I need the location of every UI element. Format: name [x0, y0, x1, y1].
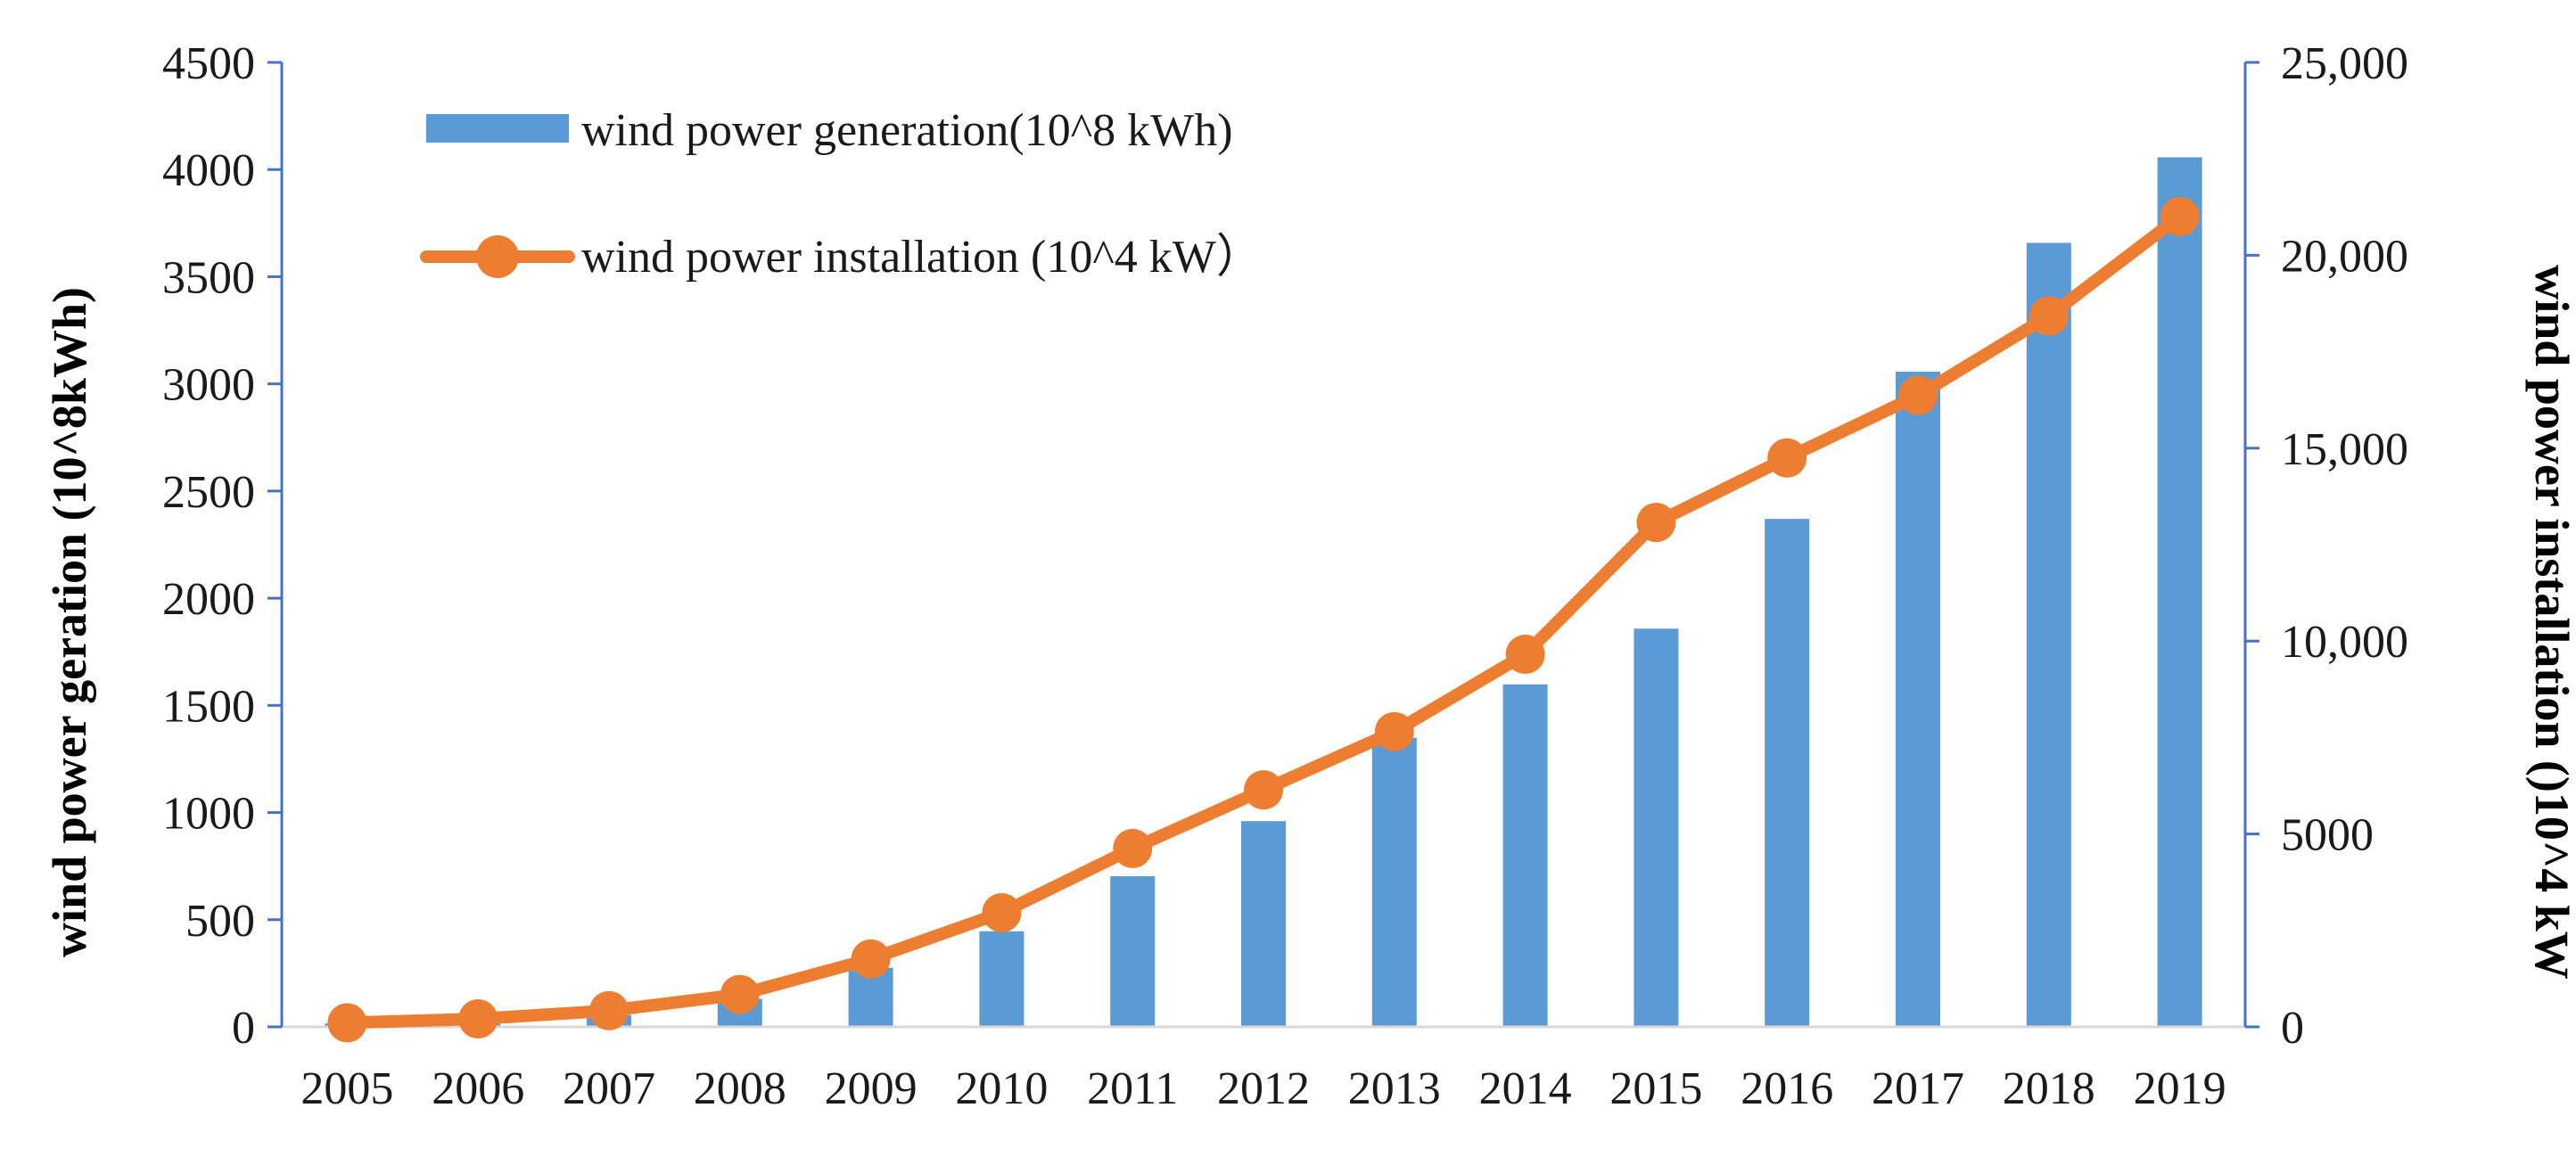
x-tick-label-2016: 2016: [1741, 1063, 1833, 1114]
left-tick-label: 3000: [162, 360, 255, 411]
installation-point-2016: [1767, 438, 1807, 478]
x-tick-label-2007: 2007: [563, 1063, 655, 1114]
installation-point-2007: [589, 990, 629, 1030]
bar-2014: [1502, 684, 1548, 1027]
left-tick-label: 4000: [162, 145, 255, 196]
legend-bar-label: wind power generation(10^8 kWh): [581, 105, 1233, 156]
right-tick-label: 15,000: [2281, 424, 2408, 475]
legend: wind power generation(10^8 kWh) wind pow…: [420, 105, 1263, 283]
bar-2016: [1765, 519, 1810, 1027]
x-tick-label-2009: 2009: [825, 1063, 918, 1114]
left-tick-label: 1500: [162, 681, 255, 732]
x-tick-label-2010: 2010: [955, 1063, 1048, 1114]
x-tick-label-2017: 2017: [1872, 1063, 1964, 1114]
x-tick-label-2014: 2014: [1479, 1063, 1572, 1114]
left-axis-title: wind power geration (10^8kWh): [43, 287, 96, 957]
bar-2019: [2157, 157, 2202, 1027]
left-tick-label: 3500: [162, 252, 255, 303]
left-tick-label: 0: [232, 1003, 255, 1054]
installation-point-2012: [1244, 770, 1283, 810]
bar-2012: [1241, 821, 1286, 1027]
right-tick-label: 5000: [2281, 810, 2374, 861]
right-tick-label: 0: [2281, 1003, 2304, 1054]
x-tick-label-2012: 2012: [1217, 1063, 1310, 1114]
installation-point-2005: [327, 1003, 367, 1043]
right-tick-label: 10,000: [2281, 617, 2408, 668]
x-tick-label-2015: 2015: [1609, 1063, 1702, 1114]
left-tick-label: 1000: [162, 789, 255, 840]
legend-bar-swatch: [426, 114, 569, 143]
installation-point-2009: [851, 939, 891, 979]
left-tick-label: 4500: [162, 38, 255, 89]
installation-point-2018: [2029, 296, 2069, 336]
left-tick-label: 2000: [162, 574, 255, 625]
bar-2011: [1110, 875, 1156, 1027]
bar-2015: [1634, 628, 1679, 1027]
bars-layer: [325, 157, 2202, 1028]
right-tick-label: 25,000: [2281, 38, 2408, 89]
installation-point-2017: [1898, 375, 1938, 415]
installation-point-2015: [1636, 503, 1676, 543]
installation-point-2014: [1505, 635, 1545, 675]
x-tick-label-2019: 2019: [2134, 1063, 2226, 1114]
bar-2017: [1896, 371, 1940, 1028]
right-axis-title: wind power installation ()10^4 kW: [2525, 265, 2576, 979]
installation-point-2011: [1113, 828, 1153, 868]
installation-point-2013: [1374, 711, 1414, 751]
installation-point-2010: [982, 892, 1022, 932]
x-tick-label-2013: 2013: [1348, 1063, 1441, 1114]
line-layer: [327, 196, 2200, 1043]
installation-point-2006: [458, 999, 498, 1039]
legend-line-label: wind power installation (10^4 kW）: [581, 232, 1263, 283]
bar-2013: [1371, 737, 1417, 1027]
left-tick-label: 2500: [162, 467, 255, 518]
left-tick-label: 500: [185, 896, 255, 947]
x-tick-label-2005: 2005: [300, 1063, 393, 1114]
installation-point-2008: [720, 974, 760, 1014]
bar-2018: [2026, 242, 2071, 1027]
x-tick-label-2011: 2011: [1087, 1063, 1178, 1114]
x-tick-label-2018: 2018: [2003, 1063, 2095, 1114]
right-tick-label: 20,000: [2281, 231, 2408, 282]
installation-point-2019: [2160, 196, 2200, 236]
labels-layer: 0 500 1000 1500 2000 2500 3000 3500 4000 4500 0 500…: [162, 38, 2408, 1114]
legend-line-marker: [476, 235, 519, 278]
x-tick-label-2006: 2006: [432, 1063, 524, 1114]
bar-2010: [979, 931, 1025, 1027]
x-tick-label-2008: 2008: [694, 1063, 786, 1114]
